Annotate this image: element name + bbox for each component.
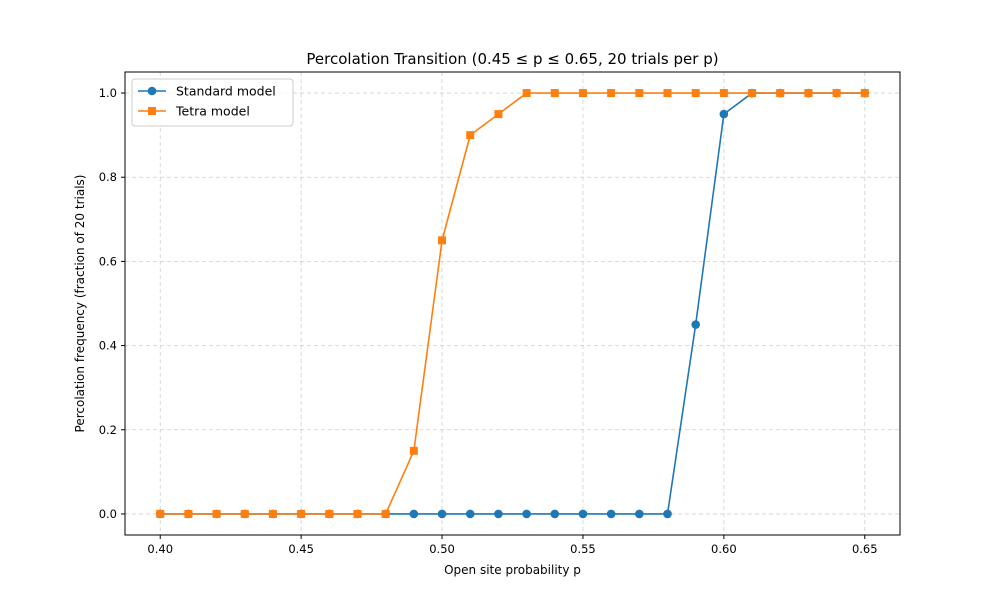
tetra-model-point bbox=[212, 509, 221, 518]
tetra-model-point bbox=[438, 236, 447, 245]
y-tick-label: 0.4 bbox=[99, 339, 117, 353]
y-tick-label: 0.8 bbox=[99, 170, 117, 184]
standard-model-point bbox=[606, 509, 616, 519]
y-axis-ticks: 0.0 0.2 0.4 0.6 0.8 1.0 bbox=[99, 86, 125, 521]
tetra-model-point bbox=[832, 89, 841, 98]
tetra-model-point bbox=[663, 89, 672, 98]
tetra-model-point bbox=[297, 509, 306, 518]
tetra-model-point bbox=[381, 509, 390, 518]
standard-model-point bbox=[465, 509, 475, 519]
standard-model-point bbox=[494, 509, 503, 519]
tetra-model-point bbox=[522, 89, 531, 98]
y-tick-label: 1.0 bbox=[99, 86, 117, 100]
tetra-model-point bbox=[578, 89, 587, 98]
tetra-model-point bbox=[719, 89, 728, 98]
x-tick-label: 0.55 bbox=[570, 542, 596, 556]
legend-label: Tetra model bbox=[175, 104, 250, 119]
legend-entry-tetra-model: Tetra model bbox=[138, 104, 250, 119]
tetra-model-point bbox=[325, 509, 334, 518]
tetra-model-point bbox=[466, 131, 475, 140]
tetra-model-point bbox=[156, 509, 165, 518]
y-tick-label: 0.2 bbox=[99, 423, 117, 437]
legend-box bbox=[131, 78, 294, 127]
tetra-model-point bbox=[268, 509, 277, 518]
x-tick-label: 0.40 bbox=[147, 542, 173, 556]
tetra-model-point bbox=[240, 509, 249, 518]
x-tick-label: 0.50 bbox=[429, 542, 455, 556]
legend: Standard model Tetra model bbox=[131, 78, 294, 127]
series-layer bbox=[155, 88, 870, 519]
tetra-model-point bbox=[353, 509, 362, 518]
chart-title: Percolation Transition (0.45 ≤ p ≤ 0.65,… bbox=[306, 50, 718, 68]
tetra-model-point bbox=[409, 446, 418, 455]
tetra-model-series bbox=[156, 89, 869, 518]
standard-model-point bbox=[550, 509, 560, 519]
standard-model-point bbox=[409, 509, 419, 519]
x-axis-ticks: 0.40 0.45 0.50 0.55 0.60 0.65 bbox=[147, 535, 878, 556]
standard-model-point bbox=[437, 509, 447, 519]
plot-frame bbox=[124, 71, 901, 536]
tetra-model-point bbox=[860, 89, 869, 98]
x-tick-label: 0.45 bbox=[288, 542, 314, 556]
x-axis-label: Open site probability p bbox=[444, 563, 581, 577]
tetra-model-point bbox=[607, 89, 616, 98]
standard-model-point bbox=[691, 320, 700, 329]
legend-marker bbox=[148, 107, 156, 115]
tetra-model-point bbox=[635, 89, 644, 98]
tetra-model-point bbox=[494, 110, 503, 119]
standard-model-point bbox=[663, 509, 672, 519]
legend-entry-standard-model: Standard model bbox=[138, 84, 276, 99]
standard-model-point bbox=[578, 509, 588, 519]
y-tick-label: 0.6 bbox=[99, 254, 117, 268]
tetra-model-point bbox=[748, 89, 757, 98]
y-axis-label: Percolation frequency (fraction of 20 tr… bbox=[73, 175, 87, 433]
tetra-model-line bbox=[160, 92, 865, 515]
tetra-model-point bbox=[691, 89, 700, 98]
standard-model-point bbox=[635, 509, 644, 519]
tetra-model-point bbox=[550, 89, 559, 98]
legend-label: Standard model bbox=[176, 84, 276, 99]
standard-model-point bbox=[522, 509, 531, 519]
y-tick-label: 0.0 bbox=[99, 507, 117, 521]
tetra-model-point bbox=[804, 89, 813, 98]
standard-model-line bbox=[160, 92, 865, 515]
grid bbox=[125, 72, 900, 535]
x-tick-label: 0.60 bbox=[711, 542, 737, 556]
tetra-model-point bbox=[184, 509, 193, 518]
legend-marker bbox=[147, 86, 157, 96]
tetra-model-point bbox=[776, 89, 785, 98]
x-tick-label: 0.65 bbox=[852, 542, 878, 556]
standard-model-series bbox=[155, 88, 870, 519]
standard-model-point bbox=[719, 109, 729, 119]
